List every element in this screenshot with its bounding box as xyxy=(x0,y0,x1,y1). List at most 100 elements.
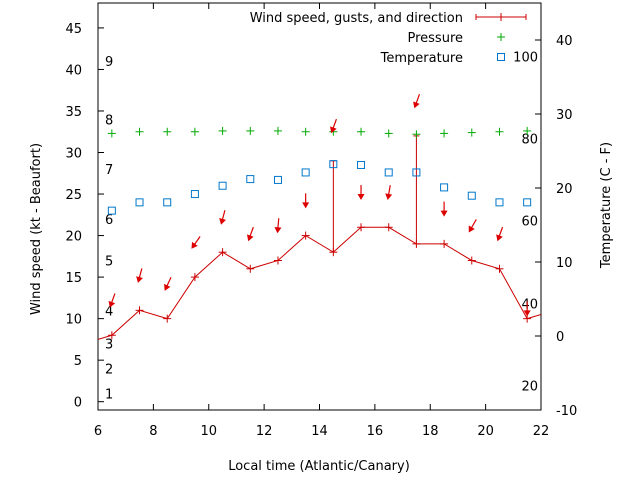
wind-arrow xyxy=(219,210,226,225)
pressure-point xyxy=(357,127,366,136)
x-tick-label: 20 xyxy=(477,424,494,439)
wind-arrow-head xyxy=(523,310,531,317)
y2-tick-label: 10 xyxy=(556,256,573,271)
temperature-point xyxy=(384,168,393,177)
wind-arrow xyxy=(330,118,337,134)
wind-speed-point xyxy=(190,273,199,282)
wind-arrow-head xyxy=(108,300,116,308)
chart-legend: Wind speed, gusts, and direction Pressure… xyxy=(250,11,527,66)
wind-arrow-head xyxy=(274,226,282,234)
wind-speed-point xyxy=(163,314,172,323)
x-tick-label: 22 xyxy=(533,424,550,439)
temperature-point xyxy=(190,190,199,199)
legend-swatch-temperature xyxy=(497,53,505,61)
y2-tick-label: 0 xyxy=(556,330,564,345)
x-tick-label: 6 xyxy=(94,424,102,439)
temperature-point xyxy=(495,198,504,207)
wind-arrow-head xyxy=(246,234,254,242)
beaufort-label: 1 xyxy=(105,387,113,402)
wind-speed-point xyxy=(246,264,255,273)
x-tick-label: 18 xyxy=(422,424,439,439)
plot-border xyxy=(97,2,542,411)
beaufort-label: 4 xyxy=(105,304,113,319)
chart-frame xyxy=(97,2,542,411)
wind-arrow-head xyxy=(330,126,337,134)
fahrenheit-label: 40 xyxy=(521,297,538,312)
wind-arrow-head xyxy=(164,283,171,291)
wind-arrow-head xyxy=(468,225,475,233)
wind-speed-point xyxy=(301,231,310,240)
wind-speed-point xyxy=(495,264,504,273)
wind-arrow xyxy=(136,268,143,283)
beaufort-label: 6 xyxy=(105,213,113,228)
beaufort-label: 8 xyxy=(105,113,113,128)
wind-speed-point xyxy=(135,306,144,315)
temperature-point xyxy=(440,183,449,192)
pressure-point xyxy=(246,126,255,135)
y-tick-label: 40 xyxy=(65,63,82,78)
beaufort-label: 7 xyxy=(105,163,113,178)
wind-speed-line xyxy=(98,226,541,340)
legend-label-temperature: Temperature xyxy=(380,51,463,66)
temperature-point xyxy=(467,191,476,200)
wind-arrow xyxy=(357,185,365,201)
wind-arrow-head xyxy=(440,210,448,217)
wind-arrow xyxy=(385,185,393,200)
wind-arrow xyxy=(413,94,421,109)
wind-arrow-head xyxy=(413,101,420,109)
wind-speed-point xyxy=(273,256,282,265)
wind-speed-point xyxy=(218,248,227,257)
beaufort-label: 2 xyxy=(105,362,113,377)
fahrenheit-label: 60 xyxy=(521,215,538,230)
y2-axis-label: Temperature (C - F) xyxy=(599,142,614,269)
fahrenheit-label: 80 xyxy=(521,132,538,147)
temperature-point xyxy=(218,181,227,190)
wind-arrow xyxy=(274,218,282,234)
temperature-point xyxy=(329,160,338,169)
y2-tick-label: 40 xyxy=(556,34,573,49)
wind-arrow-head xyxy=(302,202,310,209)
wind-arrow-head xyxy=(385,193,393,200)
temperature-point xyxy=(246,175,255,184)
pressure-point xyxy=(495,127,504,136)
legend-label-wind: Wind speed, gusts, and direction xyxy=(250,11,463,26)
x-tick-label: 14 xyxy=(311,424,328,439)
pressure-point xyxy=(384,129,393,138)
legend-swatch-pressure xyxy=(497,33,505,41)
temperature-point xyxy=(273,175,282,184)
y-tick-label: 30 xyxy=(65,147,82,162)
x-tick-label: 10 xyxy=(200,424,217,439)
pressure-point xyxy=(135,127,144,136)
y2-tick-label: 20 xyxy=(556,182,573,197)
pressure-point xyxy=(218,126,227,135)
wind-arrow-head xyxy=(496,234,503,242)
temperature-point xyxy=(163,198,172,207)
wind-arrow xyxy=(302,193,310,209)
wind-arrow xyxy=(440,201,448,217)
y2-tick-label: -10 xyxy=(556,404,577,419)
wind-arrow-head xyxy=(357,194,365,201)
legend-swatch-wind-point xyxy=(497,13,505,21)
pressure-point xyxy=(412,130,421,139)
wind-speed-point xyxy=(384,223,393,232)
wind-arrow xyxy=(164,276,172,291)
pressure-point xyxy=(301,127,310,136)
wind-arrow xyxy=(246,226,254,242)
axis-ticks: 6 8 10 12 14 16 18 20 22051015202530354045-10010… xyxy=(65,3,577,439)
y-tick-label: 25 xyxy=(65,188,82,203)
x-axis-label: Local time (Atlantic/Canary) xyxy=(228,459,410,474)
legend-label-pressure: Pressure xyxy=(407,31,463,46)
chart-marks xyxy=(98,94,541,340)
wind-arrow xyxy=(108,293,116,308)
temperature-point xyxy=(301,168,310,177)
y-tick-label: 0 xyxy=(74,396,82,411)
x-tick-label: 16 xyxy=(367,424,384,439)
pressure-point xyxy=(523,126,532,135)
x-tick-label: 12 xyxy=(256,424,273,439)
wind-speed-point xyxy=(357,223,366,232)
beaufort-label: 3 xyxy=(105,338,113,353)
fahrenheit-label: 100 xyxy=(513,50,538,65)
pressure-point xyxy=(440,129,449,138)
y-tick-label: 5 xyxy=(74,354,82,369)
